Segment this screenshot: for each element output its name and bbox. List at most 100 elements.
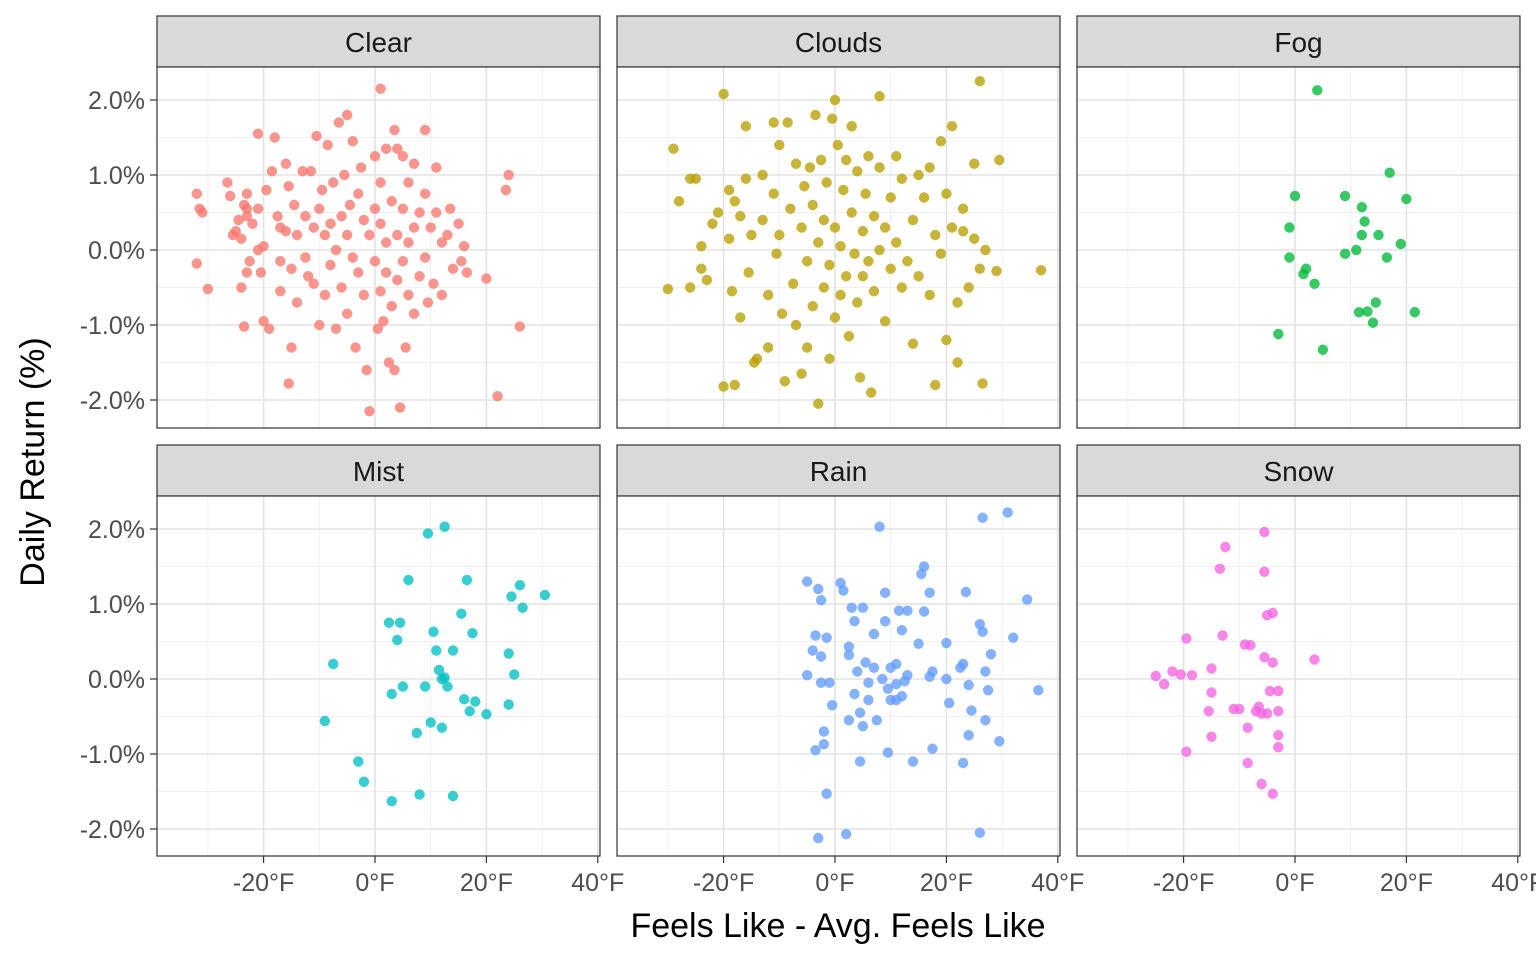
data-point: [840, 154, 852, 166]
data-point: [854, 372, 866, 383]
data-point: [868, 628, 880, 640]
data-point: [818, 726, 830, 737]
strip-background: [156, 15, 601, 68]
data-point: [840, 271, 852, 282]
data-point: [252, 203, 264, 214]
data-point: [874, 521, 885, 532]
data-point: [918, 192, 930, 203]
data-point: [879, 587, 891, 598]
strip-background: [1076, 444, 1521, 497]
data-point: [893, 605, 905, 616]
data-point: [891, 151, 902, 162]
data-point: [801, 342, 813, 353]
data-point: [941, 188, 952, 199]
facet-panel-clear: Clear: [156, 15, 601, 429]
data-point: [419, 124, 431, 136]
data-point: [202, 283, 214, 295]
strip-background: [156, 444, 601, 497]
data-point: [827, 700, 838, 711]
data-point: [941, 673, 952, 685]
strip-background: [1076, 15, 1521, 68]
data-point: [1181, 746, 1192, 757]
data-point: [891, 679, 902, 690]
data-point: [369, 151, 381, 162]
strip-label: Rain: [810, 456, 868, 487]
data-point: [380, 143, 392, 154]
data-point: [854, 756, 866, 767]
data-point: [233, 214, 244, 226]
data-point: [843, 715, 855, 726]
x-tick-label: 0°F: [815, 869, 854, 897]
plot-background: [1077, 67, 1520, 428]
y-tick-label: -2.0%: [80, 816, 145, 844]
data-point: [785, 203, 796, 214]
data-point: [275, 286, 286, 297]
data-point: [322, 139, 333, 151]
facet-panel-fog: Fog: [1076, 15, 1521, 429]
data-point: [866, 387, 877, 398]
data-point: [311, 130, 322, 142]
data-point: [776, 308, 788, 319]
data-point: [1264, 685, 1276, 697]
data-point: [821, 632, 832, 643]
data-point: [325, 218, 336, 229]
data-point: [801, 576, 813, 587]
data-point: [927, 743, 938, 754]
y-axis-top-row: 2.0% 1.0% 0.0% -1.0% -2.0%: [80, 87, 157, 415]
data-point: [380, 267, 392, 278]
data-point: [1409, 307, 1420, 318]
data-point: [341, 229, 353, 241]
strip-background: [616, 444, 1061, 497]
data-point: [957, 757, 969, 769]
data-point: [1203, 706, 1214, 717]
x-tick-label: 0°F: [355, 869, 394, 897]
data-point: [729, 196, 740, 207]
data-point: [868, 211, 880, 222]
data-point: [433, 664, 445, 676]
x-axis-title: Feels Like - Avg. Feels Like: [630, 907, 1045, 945]
data-point: [436, 289, 448, 301]
data-point: [503, 699, 514, 710]
x-tick-label: -20°F: [233, 869, 294, 897]
data-point: [835, 241, 846, 252]
data-point: [729, 379, 740, 391]
data-point: [952, 357, 963, 368]
data-point: [347, 136, 358, 147]
data-point: [319, 289, 331, 301]
data-point: [1284, 222, 1295, 233]
data-point: [846, 121, 857, 132]
data-point: [815, 651, 827, 662]
data-point: [902, 670, 913, 681]
data-point: [849, 616, 860, 627]
data-point: [1035, 265, 1047, 276]
data-point: [333, 117, 344, 128]
facet-panels: Clear Clouds Fog Mist Rain Snow: [156, 15, 1521, 857]
data-point: [439, 521, 450, 532]
data-point: [957, 226, 969, 237]
data-point: [269, 132, 280, 143]
data-point: [414, 271, 425, 282]
data-point: [300, 252, 311, 263]
y-tick-label: -1.0%: [80, 312, 145, 340]
data-point: [907, 338, 919, 349]
data-point: [386, 688, 397, 700]
data-point: [696, 241, 707, 252]
data-point: [1256, 778, 1267, 790]
y-tick-label: 1.0%: [88, 591, 145, 619]
data-point: [297, 166, 308, 177]
data-point: [1021, 594, 1033, 605]
data-point: [300, 211, 311, 222]
data-point: [740, 121, 752, 132]
data-point: [857, 721, 869, 732]
panel-border: [1076, 495, 1521, 857]
data-point: [339, 169, 350, 181]
data-point: [1242, 757, 1253, 769]
data-point: [336, 211, 347, 222]
data-point: [946, 222, 958, 233]
data-point: [824, 353, 835, 364]
data-point: [361, 364, 372, 376]
data-point: [1370, 297, 1381, 308]
data-point: [447, 790, 459, 802]
data-point: [857, 602, 869, 613]
